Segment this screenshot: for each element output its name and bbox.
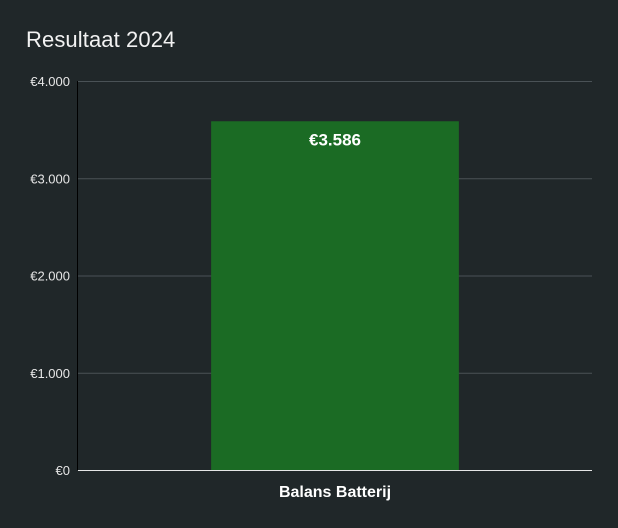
y-tick-label: €4.000 <box>30 74 70 89</box>
bar <box>211 121 459 470</box>
y-tick-label: €2.000 <box>30 269 70 284</box>
bar-data-label: €3.586 <box>309 130 361 149</box>
y-tick-label: €0 <box>56 463 70 478</box>
chart-title: Resultaat 2024 <box>26 27 176 52</box>
y-tick-label: €1.000 <box>30 366 70 381</box>
x-category-label: Balans Batterij <box>279 484 391 501</box>
y-tick-label: €3.000 <box>30 171 70 186</box>
